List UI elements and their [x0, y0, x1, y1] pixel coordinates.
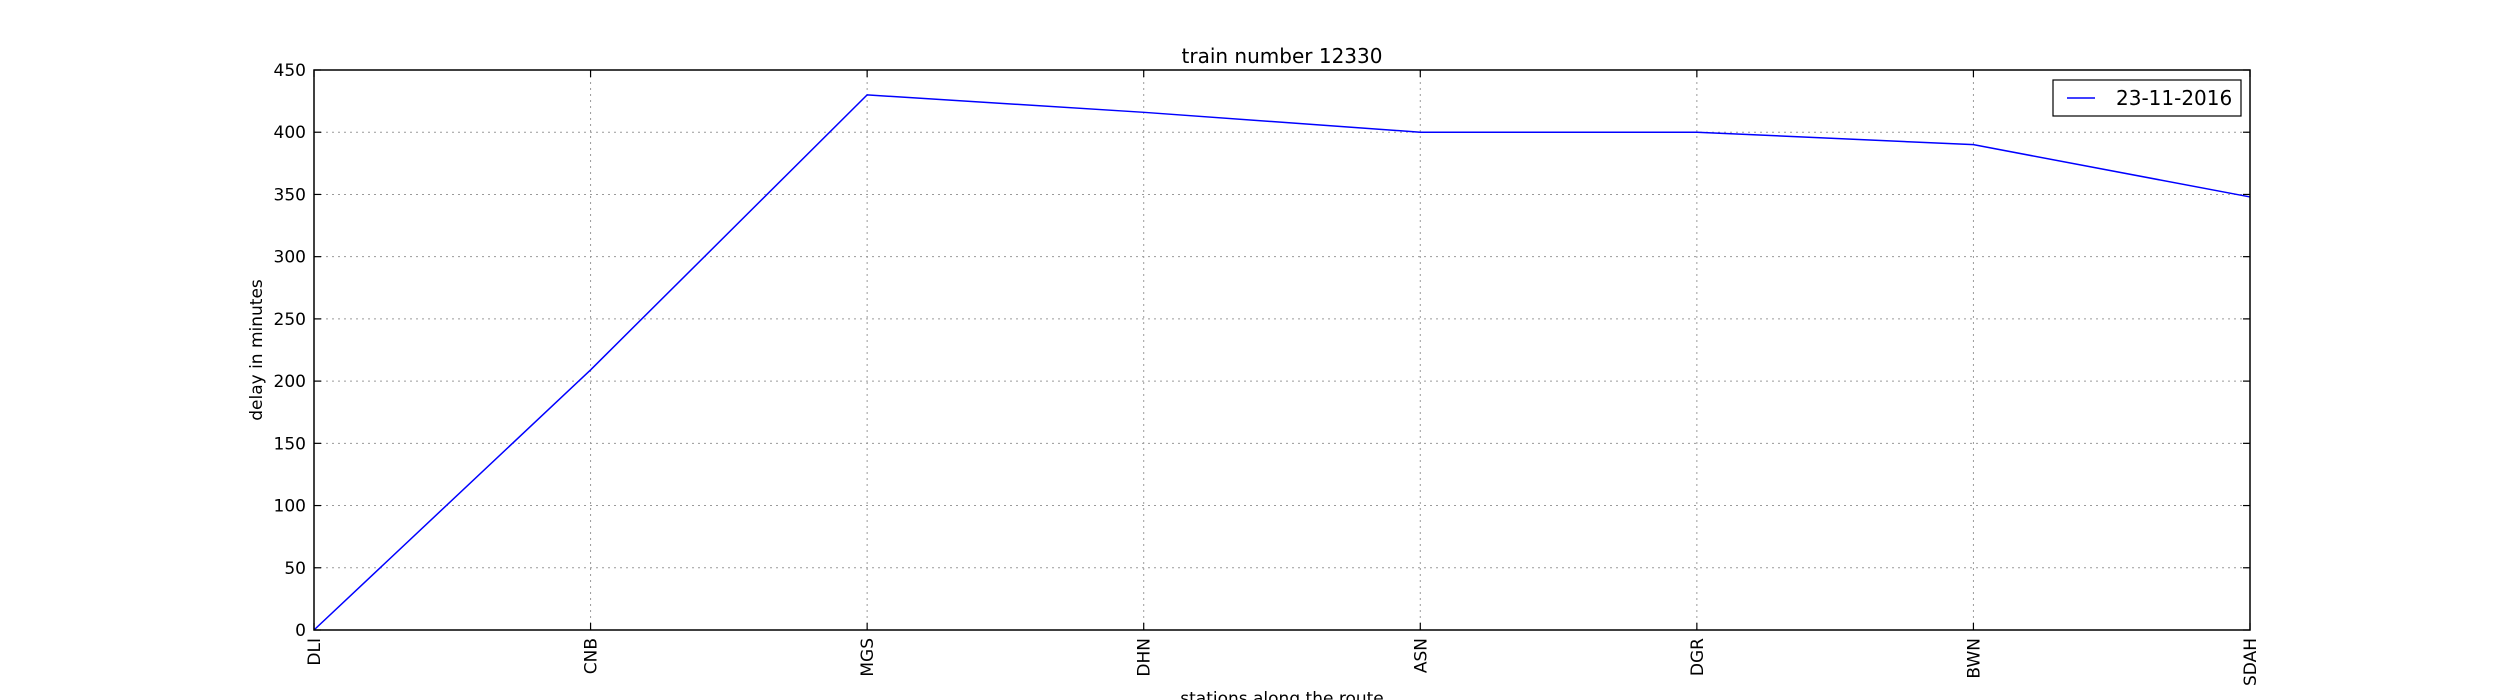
x-axis-label: stations along the route [1180, 689, 1384, 700]
y-tick-label: 50 [284, 559, 306, 579]
chart-title: train number 12330 [1182, 44, 1383, 68]
y-tick-label: 100 [274, 497, 306, 517]
y-axis-label: delay in minutes [247, 279, 267, 421]
x-tick-label: MGS [858, 638, 878, 677]
x-tick-label: SDAH [2241, 638, 2261, 686]
axis-ticks: DLI CNB MGS DHN ASN DGR BWN SDAH 0 50 100 150 200 250… [274, 61, 2261, 686]
y-tick-label: 450 [274, 61, 306, 81]
x-tick-label: DLI [305, 638, 325, 666]
x-tick-label: ASN [1411, 638, 1431, 673]
x-tick-label: DHN [1135, 638, 1155, 677]
series-line [313, 94, 2251, 631]
plot-area-frame [313, 69, 2251, 631]
y-tick-label: 250 [274, 310, 306, 330]
y-tick-label: 0 [295, 621, 306, 641]
y-tick-label: 300 [274, 248, 306, 268]
x-tick-label: CNB [582, 638, 602, 674]
legend-entry-label: 23-11-2016 [2116, 86, 2232, 110]
series-lines [313, 94, 2251, 631]
y-tick-label: 400 [274, 123, 306, 143]
legend: 23-11-2016 [2052, 79, 2242, 117]
y-tick-label: 150 [274, 434, 306, 454]
y-tick-label: 350 [274, 185, 306, 205]
x-tick-label: DGR [1688, 638, 1708, 676]
y-tick-label: 200 [274, 372, 306, 392]
x-tick-label: BWN [1964, 638, 1984, 679]
